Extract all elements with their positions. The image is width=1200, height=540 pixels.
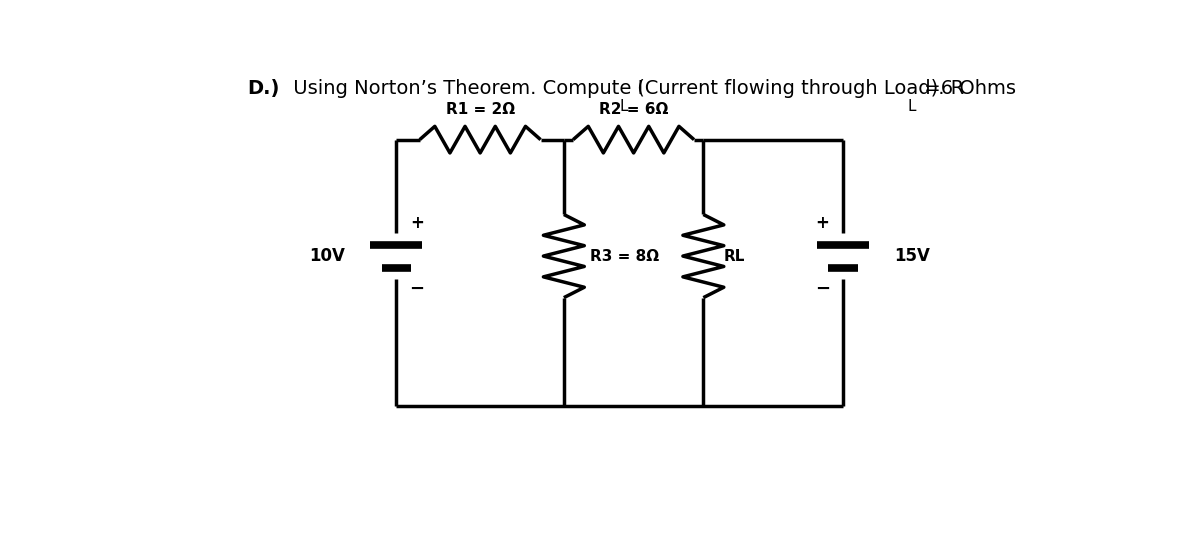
Text: −: − [815, 280, 830, 298]
Text: L: L [619, 99, 628, 114]
Text: R1 = 2Ω: R1 = 2Ω [445, 102, 515, 117]
Text: 10V: 10V [310, 247, 346, 265]
Text: (Current flowing through Load). R: (Current flowing through Load). R [631, 79, 964, 98]
Text: L: L [907, 99, 916, 114]
Text: +: + [410, 214, 424, 232]
Text: R3 = 8Ω: R3 = 8Ω [590, 248, 659, 264]
Text: 15V: 15V [894, 247, 930, 265]
Text: Using Norton’s Theorem. Compute I: Using Norton’s Theorem. Compute I [287, 79, 643, 98]
Text: RL: RL [724, 248, 745, 264]
Text: R2 = 6Ω: R2 = 6Ω [599, 102, 668, 117]
Text: −: − [409, 280, 425, 298]
Text: +: + [816, 214, 829, 232]
Text: =6 Ohms: =6 Ohms [918, 79, 1016, 98]
Text: D.): D.) [247, 79, 280, 98]
